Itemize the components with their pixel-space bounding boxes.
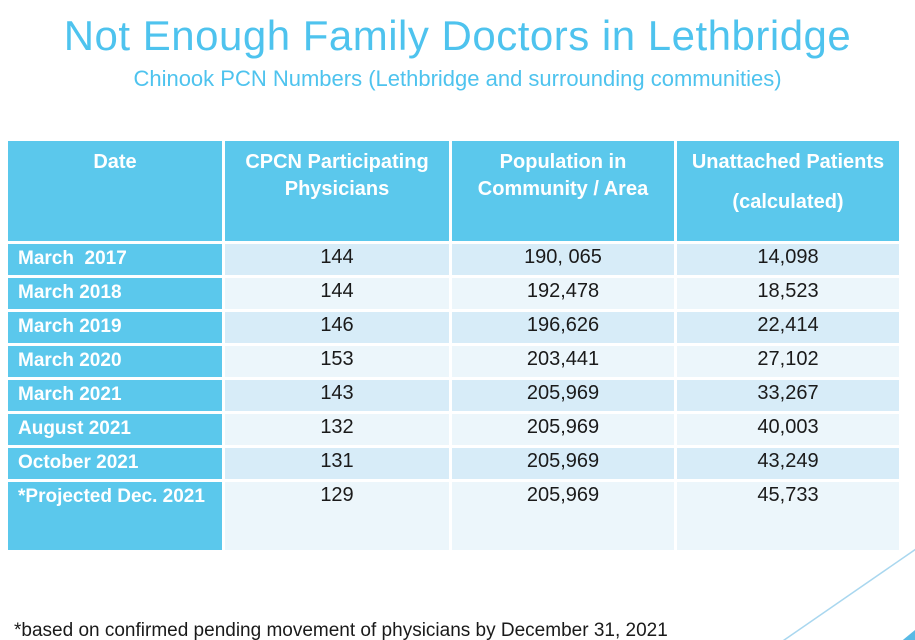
row-date-label: March 2020 [8, 346, 222, 377]
cell-population: 203,441 [452, 346, 674, 377]
row-date-label: March 2017 [8, 244, 222, 275]
cell-unattached: 18,523 [677, 278, 899, 309]
page-title: Not Enough Family Doctors in Lethbridge [63, 12, 852, 59]
cell-unattached: 43,249 [677, 448, 899, 479]
cell-unattached: 33,267 [677, 380, 899, 411]
cell-physicians: 153 [225, 346, 449, 377]
table-row: October 2021 131 205,969 43,249 [8, 448, 899, 479]
cell-unattached: 27,102 [677, 346, 899, 377]
table-row: March 2018 144 192,478 18,523 [8, 278, 899, 309]
cell-unattached: 22,414 [677, 312, 899, 343]
col-header-unattached: Unattached Patients (calculated) [677, 141, 899, 241]
cell-physicians: 143 [225, 380, 449, 411]
cell-physicians: 144 [225, 278, 449, 309]
table-row: March 2021 143 205,969 33,267 [8, 380, 899, 411]
cell-physicians: 146 [225, 312, 449, 343]
table-header-row: Date CPCN Participating Physicians Popul… [8, 141, 899, 241]
cell-physicians: 131 [225, 448, 449, 479]
cell-population: 192,478 [452, 278, 674, 309]
footnote: *based on confirmed pending movement of … [14, 620, 668, 640]
row-date-label: March 2018 [8, 278, 222, 309]
cell-physicians: 144 [225, 244, 449, 275]
table-row: August 2021 132 205,969 40,003 [8, 414, 899, 445]
data-table: Date CPCN Participating Physicians Popul… [5, 138, 902, 553]
col-header-unattached-label: Unattached Patients [691, 151, 885, 173]
table-row: March 2020 153 203,441 27,102 [8, 346, 899, 377]
table-row: *Projected Dec. 2021 129 205,969 45,733 [8, 482, 899, 550]
col-header-population: Population in Community / Area [452, 141, 674, 241]
cell-population: 205,969 [452, 414, 674, 445]
cell-unattached: 40,003 [677, 414, 899, 445]
col-header-date: Date [8, 141, 222, 241]
cell-population: 196,626 [452, 312, 674, 343]
table-row: March 2017 144 190, 065 14,098 [8, 244, 899, 275]
page-subtitle: Chinook PCN Numbers (Lethbridge and surr… [133, 66, 782, 92]
row-date-label: August 2021 [8, 414, 222, 445]
row-date-label: March 2021 [8, 380, 222, 411]
row-date-label: March 2019 [8, 312, 222, 343]
corner-triangle-decor [902, 630, 915, 640]
cell-unattached: 14,098 [677, 244, 899, 275]
table-row: March 2019 146 196,626 22,414 [8, 312, 899, 343]
cell-physicians: 129 [225, 482, 449, 550]
row-date-label: October 2021 [8, 448, 222, 479]
cell-population: 205,969 [452, 448, 674, 479]
cell-population: 205,969 [452, 380, 674, 411]
cell-population: 190, 065 [452, 244, 674, 275]
cell-population: 205,969 [452, 482, 674, 550]
diagonal-line-decor [782, 548, 915, 640]
cell-unattached: 45,733 [677, 482, 899, 550]
row-date-label: *Projected Dec. 2021 [8, 482, 222, 550]
cell-physicians: 132 [225, 414, 449, 445]
table-body: March 2017 144 190, 065 14,098 March 2018 144… [8, 244, 899, 550]
col-header-unattached-sublabel: (calculated) [732, 191, 844, 213]
col-header-physicians: CPCN Participating Physicians [225, 141, 449, 241]
